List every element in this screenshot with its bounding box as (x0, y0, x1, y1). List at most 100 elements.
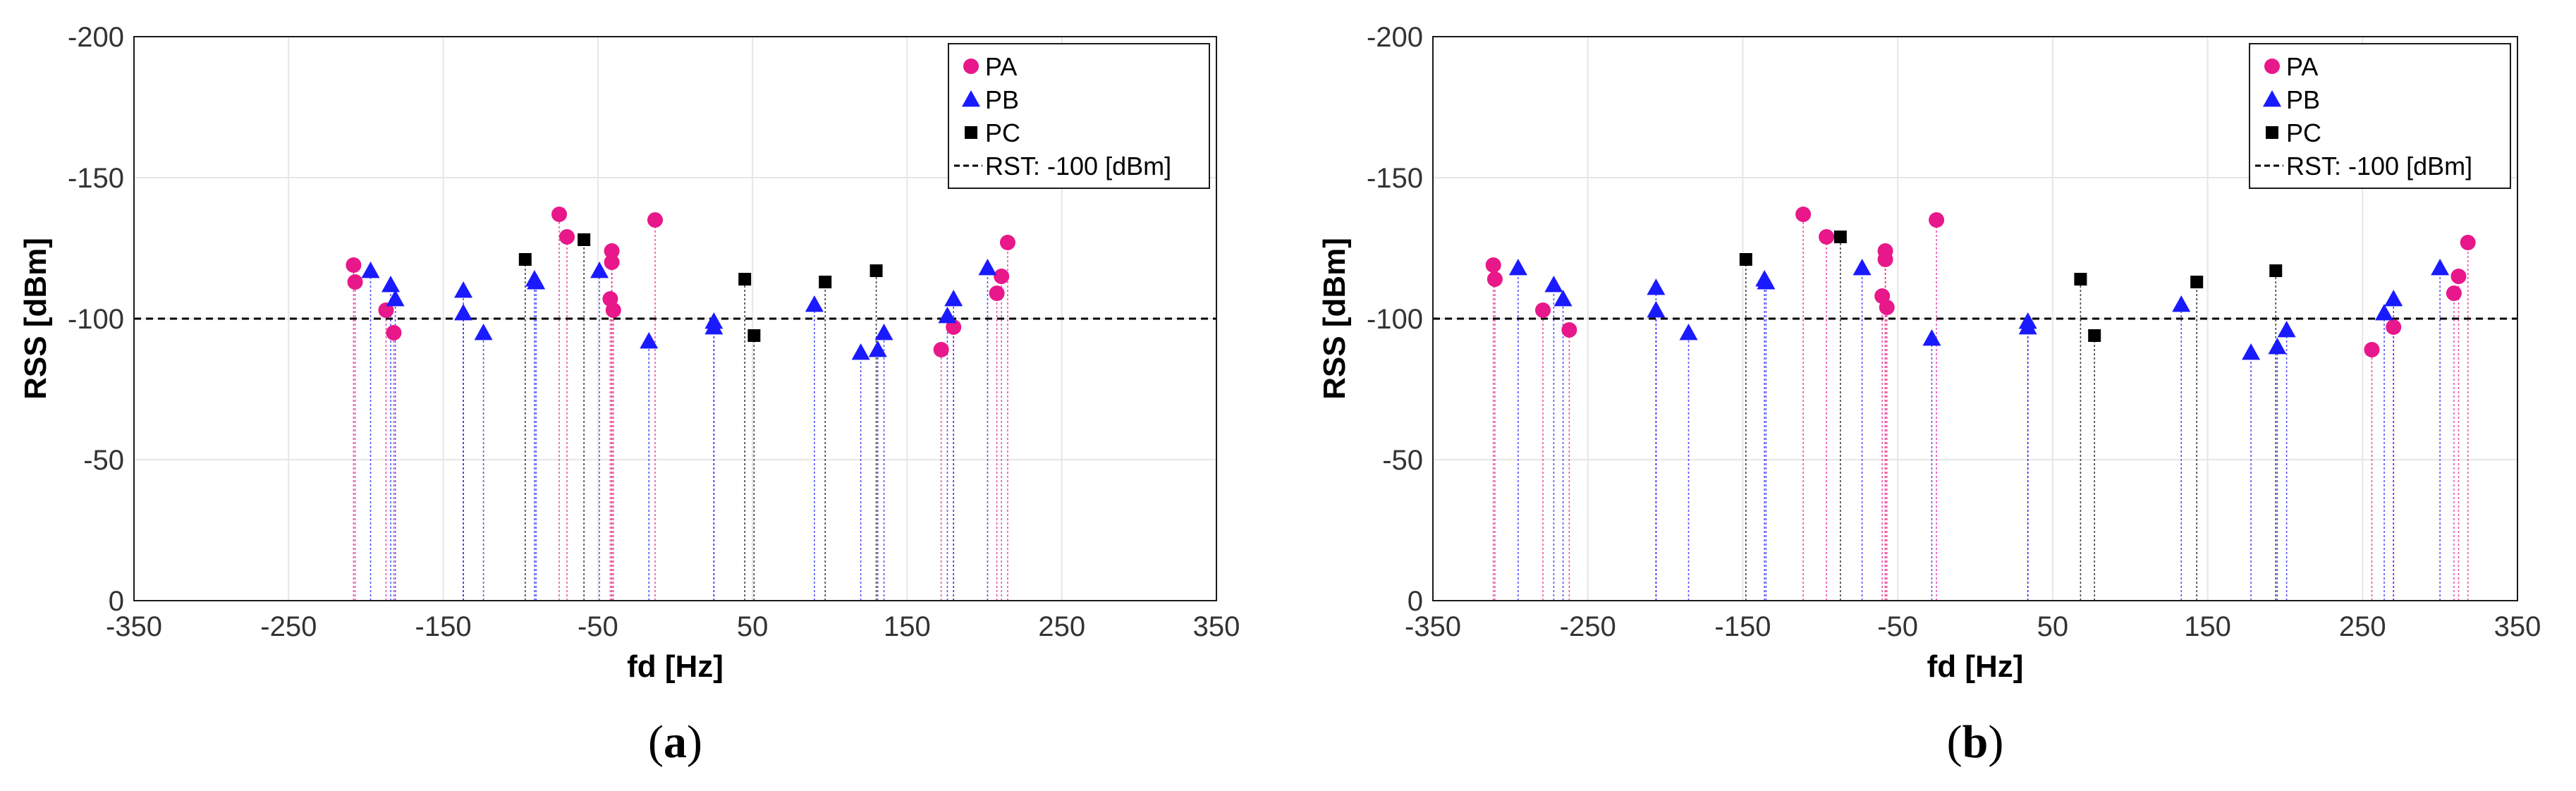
data-point-pa (1795, 207, 1812, 222)
x-axis-label: fd [Hz] (627, 649, 724, 684)
data-point-pb (1508, 259, 1527, 276)
data-point-pb (2242, 343, 2261, 360)
panel-caption-letter: a (664, 716, 687, 768)
x-tick-label: -350 (106, 611, 162, 642)
x-tick-label: 350 (1193, 611, 1240, 642)
data-point-pb (2384, 290, 2403, 307)
data-point-pa (994, 269, 1010, 284)
legend-marker-pb (2263, 90, 2281, 107)
data-markers (346, 207, 1015, 360)
x-tick-label: -250 (1560, 611, 1616, 642)
y-tick-label: -100 (1367, 304, 1423, 335)
x-tick-label: -150 (415, 611, 472, 642)
data-point-pa (1877, 252, 1893, 267)
x-tick-label: -50 (1877, 611, 1918, 642)
y-tick-label: -200 (68, 22, 124, 53)
data-point-pb (527, 273, 546, 290)
data-point-pa (559, 229, 575, 245)
legend: PA PB PC RST: -100 [dBm] (2249, 43, 2511, 189)
data-point-pb (2431, 259, 2450, 276)
data-point-pb (1553, 290, 1573, 307)
data-point-pc (2074, 273, 2087, 286)
y-tick-label: -50 (83, 445, 124, 476)
data-point-pc (1739, 253, 1752, 266)
data-point-pb (1922, 329, 1941, 346)
plot-frame (1432, 36, 2518, 601)
x-tick-label: -350 (1405, 611, 1461, 642)
legend-label-pc: PC (985, 118, 1020, 147)
legend-label-threshold: RST: -100 [dBm] (985, 152, 1171, 180)
data-point-pa (604, 243, 620, 259)
x-tick-label: 150 (884, 611, 931, 642)
data-point-pa (347, 274, 363, 290)
data-point-pb (1647, 278, 1666, 295)
data-point-pa (989, 286, 1005, 301)
data-point-pa (1485, 257, 1501, 273)
data-point-pa (604, 255, 620, 270)
y-tick-labels: -200 -150 -100 -50 0 (1367, 22, 1423, 617)
data-point-pb (2018, 318, 2037, 335)
x-tick-label: 350 (2494, 611, 2541, 642)
data-point-pb (2277, 321, 2296, 338)
data-point-pb (474, 324, 493, 341)
legend-marker-pb (962, 90, 980, 107)
data-point-pb (454, 281, 473, 298)
data-point-pb (2268, 338, 2287, 355)
data-point-pb (1852, 259, 1872, 276)
panel-caption: (a) (648, 716, 702, 768)
y-axis-label: RSS [dBm] (18, 238, 53, 400)
x-tick-label: -250 (260, 611, 317, 642)
legend-label-threshold: RST: -100 [dBm] (2286, 152, 2472, 180)
legend-label-pb: PB (2286, 85, 2320, 114)
data-point-pb (868, 341, 887, 357)
data-point-pb (944, 290, 963, 307)
data-point-pc (2269, 264, 2283, 277)
data-point-pb (2375, 304, 2394, 321)
x-axis-label: fd [Hz] (1927, 649, 2024, 684)
data-point-pb (1679, 324, 1698, 341)
data-point-pb (851, 343, 870, 360)
y-tick-labels: -200 -150 -100 -50 0 (68, 22, 124, 617)
data-point-pb (1544, 276, 1563, 293)
data-point-pa (551, 207, 568, 222)
y-tick-label: -50 (1382, 445, 1423, 476)
x-tick-label: 250 (1038, 611, 1085, 642)
data-point-pb (361, 262, 380, 278)
x-tick-label: 50 (737, 611, 769, 642)
legend-marker-pc (965, 126, 977, 139)
data-point-pb (640, 332, 659, 349)
data-point-pc (819, 276, 832, 288)
y-tick-label: -150 (1367, 163, 1423, 194)
data-point-pb (1647, 301, 1666, 318)
data-point-pb (2172, 295, 2191, 312)
data-point-pa (1879, 300, 1895, 315)
data-point-pb (381, 276, 401, 293)
data-point-pb (590, 262, 609, 278)
y-axis-label: RSS [dBm] (1317, 238, 1352, 400)
data-point-pa (2460, 235, 2476, 250)
data-point-pc (747, 329, 761, 342)
x-tick-label: 50 (2037, 611, 2069, 642)
data-point-pb (454, 304, 473, 321)
data-point-pb (704, 318, 724, 335)
data-point-pa (1561, 322, 1577, 338)
y-tick-label: -100 (68, 304, 124, 335)
legend-marker-pc (2266, 126, 2278, 139)
data-point-pa (933, 342, 949, 357)
data-point-pa (1929, 212, 1945, 228)
data-point-pa (2446, 286, 2462, 301)
data-point-pc (738, 273, 752, 286)
data-point-pb (874, 324, 893, 341)
y-tick-label: -150 (68, 163, 124, 194)
data-point-pa (1534, 302, 1551, 318)
data-point-pa (1487, 271, 1503, 287)
data-point-pb (386, 290, 405, 307)
data-point-pa (647, 212, 663, 228)
panel-caption: (b) (1947, 716, 2004, 768)
data-point-pa (386, 325, 402, 341)
legend-label-pa: PA (2286, 52, 2318, 81)
data-point-pa (2364, 342, 2380, 357)
x-tick-labels: -350 -250 -150 -50 50 150 250 350 (1405, 611, 2541, 642)
data-point-pa (1819, 229, 1835, 245)
